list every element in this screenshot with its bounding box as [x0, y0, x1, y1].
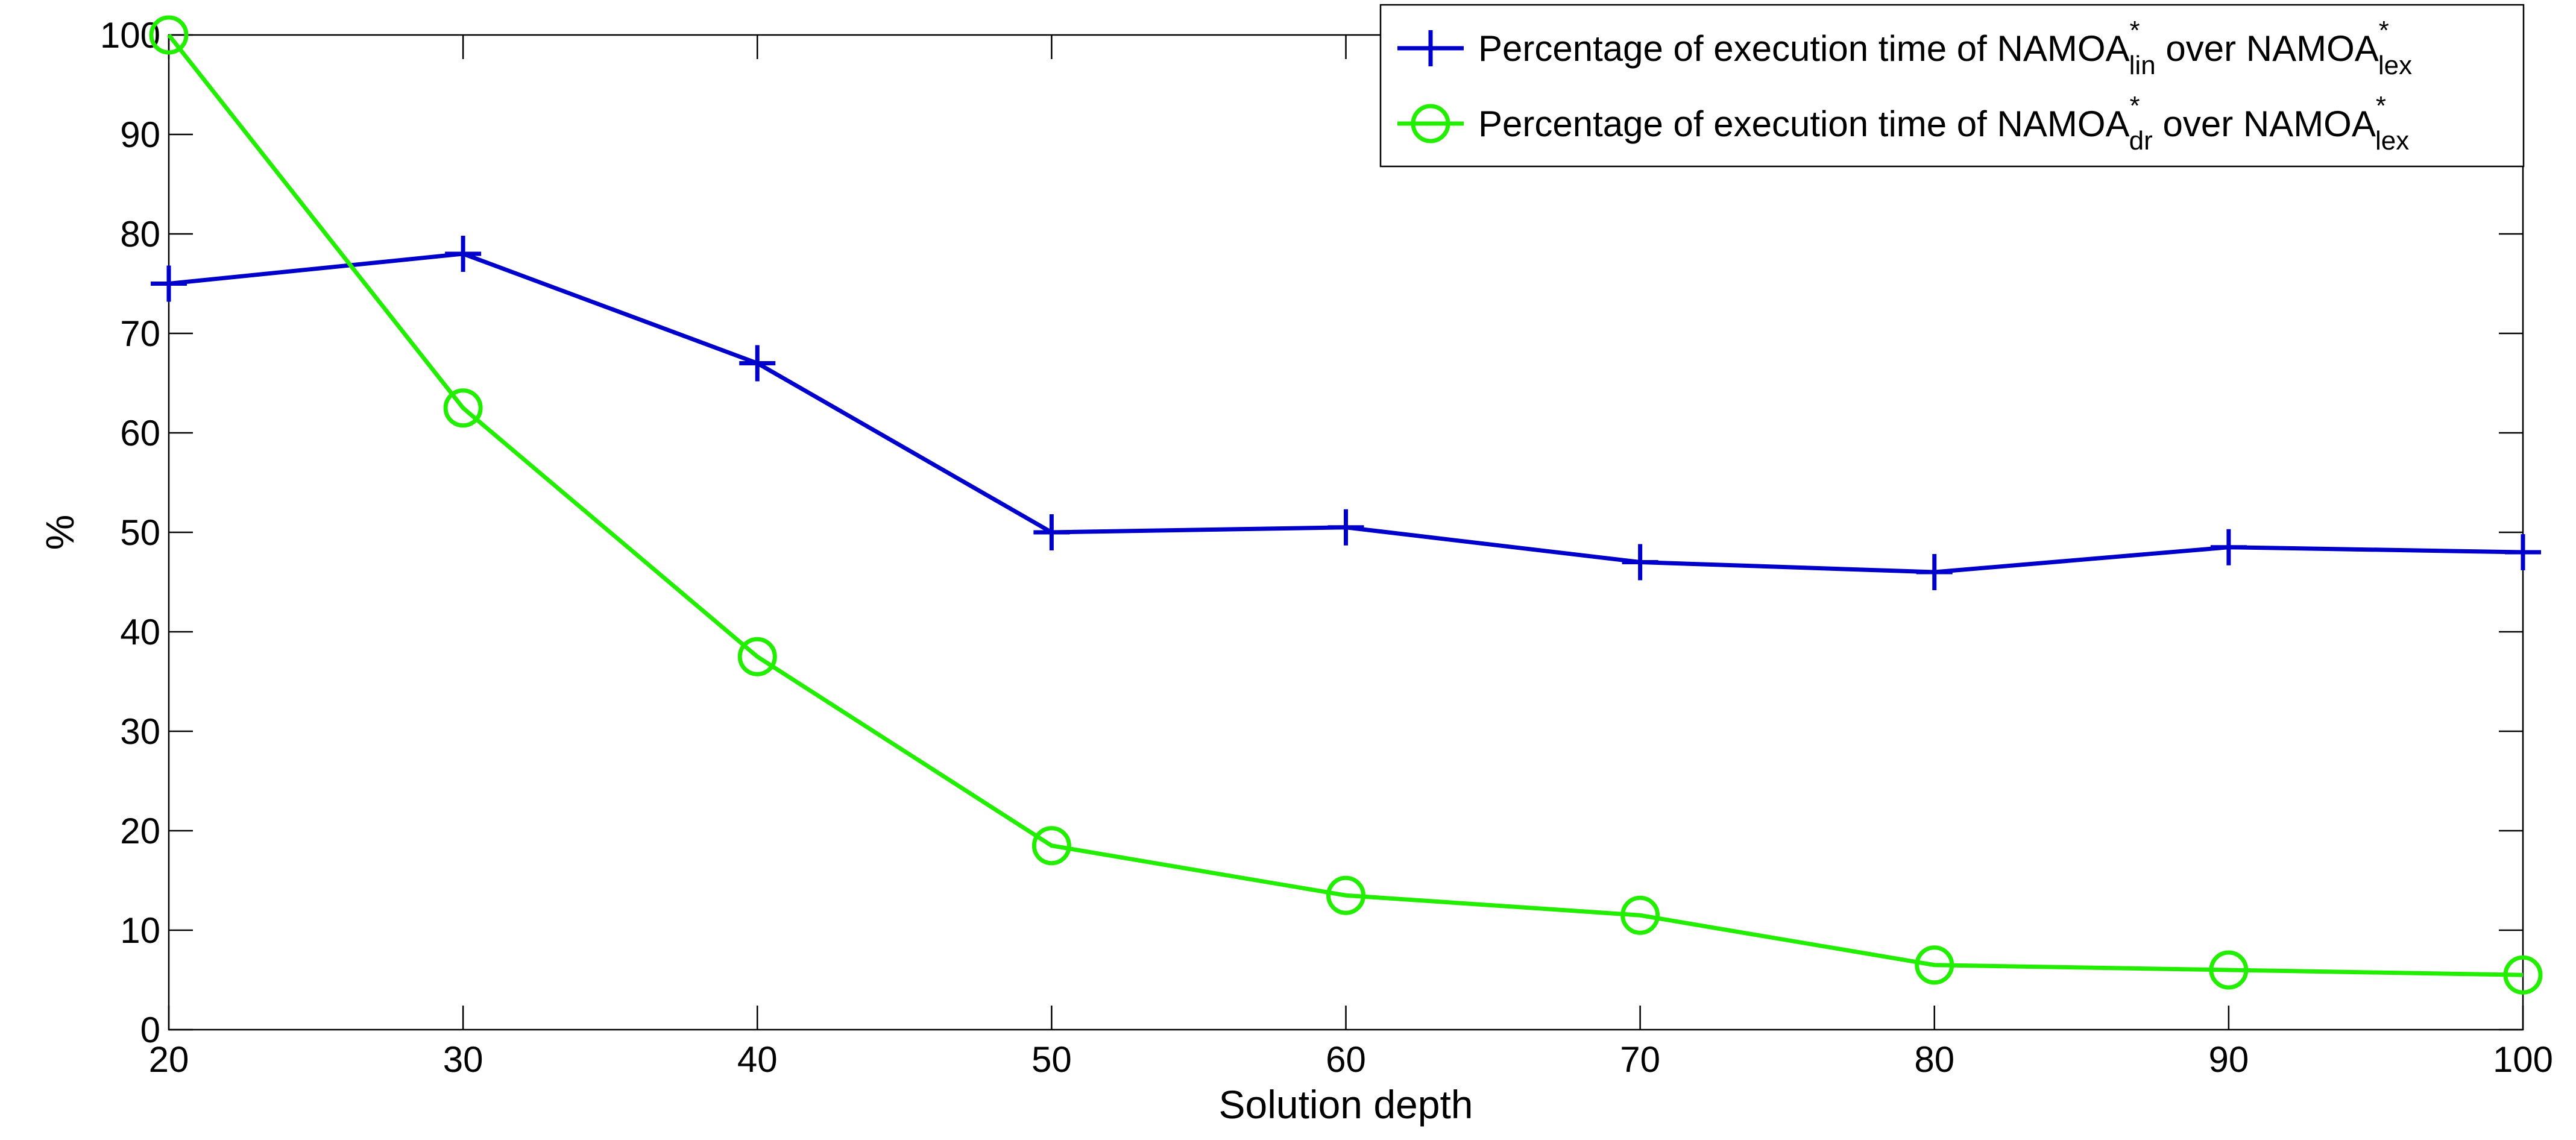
x-tick-label: 50: [1031, 1039, 1072, 1080]
data-point: [1915, 945, 1954, 985]
x-tick-label: 100: [2493, 1039, 2553, 1080]
x-tick-label: 70: [1620, 1039, 1660, 1080]
legend-text-main: Percentage of execution time of NAMOA: [1478, 28, 2130, 69]
legend-marker: [1411, 104, 1450, 143]
data-point: [1620, 895, 1660, 935]
y-tick-label: 50: [120, 512, 160, 553]
y-tick-label: 0: [140, 1010, 160, 1050]
data-point: [1033, 514, 1070, 550]
plot-series: [149, 15, 2543, 995]
data-point: [1622, 544, 1658, 581]
data-point: [1327, 509, 1364, 546]
legend-text-main: over NAMOA: [2153, 104, 2376, 144]
data-point: [2505, 534, 2541, 570]
data-point: [149, 15, 189, 55]
legend-superscript: *: [2376, 91, 2386, 121]
y-tick-label: 80: [120, 214, 160, 254]
y-tick-label: 40: [120, 612, 160, 652]
legend-box: [1379, 4, 2525, 168]
data-point: [2210, 529, 2247, 565]
y-tick-label: 90: [120, 115, 160, 155]
data-point: [1326, 875, 1365, 915]
y-tick-label: 30: [120, 711, 160, 752]
x-tick-label: 20: [149, 1039, 189, 1080]
legend-item-2: Percentage of execution time of NAMOA* dr…: [1397, 91, 2409, 156]
legend-subscript: lex: [2375, 126, 2409, 156]
series-2: [149, 15, 2543, 995]
legend-superscript: *: [2130, 16, 2140, 45]
data-point: [445, 236, 482, 272]
legend-label: Percentage of execution time of NAMOA* li…: [1478, 16, 2412, 80]
x-tick-label: 90: [2209, 1039, 2249, 1080]
y-tick-label: 20: [120, 811, 160, 851]
data-point: [1916, 554, 1953, 590]
legend-superscript: *: [2379, 16, 2389, 45]
x-tick-label: 60: [1326, 1039, 1366, 1080]
series-line: [167, 33, 2524, 977]
x-tick-label: 80: [1914, 1039, 1954, 1080]
x-tick-label: 30: [443, 1039, 483, 1080]
legend: Percentage of execution time of NAMOA* li…: [1379, 4, 2525, 168]
data-point: [2503, 955, 2543, 995]
x-tick-label: 40: [737, 1039, 778, 1080]
y-tick-label: 70: [120, 313, 160, 354]
legend-superscript: *: [2130, 91, 2140, 121]
y-tick-label: 60: [120, 413, 160, 453]
legend-text-main: over NAMOA: [2156, 28, 2379, 69]
data-point: [151, 265, 187, 302]
data-point: [737, 637, 777, 676]
x-axis-title: Solution depth: [1218, 1082, 1473, 1127]
legend-item-1: Percentage of execution time of NAMOA* li…: [1397, 16, 2412, 80]
legend-subscript: lex: [2378, 51, 2412, 80]
axes: 20 30 40 50 60 70 80 90 100010203040506070809010…: [100, 15, 2553, 1080]
y-axis-title: %: [37, 515, 82, 550]
y-tick-label: 10: [120, 910, 160, 951]
legend-label: Percentage of execution time of NAMOA* dr…: [1478, 91, 2409, 156]
legend-text-main: Percentage of execution time of NAMOA: [1478, 104, 2130, 144]
data-point: [739, 345, 776, 382]
data-point: [1031, 826, 1071, 866]
legend-marker: [1412, 30, 1449, 66]
legend-subscript: dr: [2129, 126, 2153, 156]
legend-subscript: lin: [2129, 51, 2156, 80]
data-point: [2209, 950, 2249, 990]
series-1: [151, 236, 2541, 590]
data-point: [443, 388, 483, 428]
